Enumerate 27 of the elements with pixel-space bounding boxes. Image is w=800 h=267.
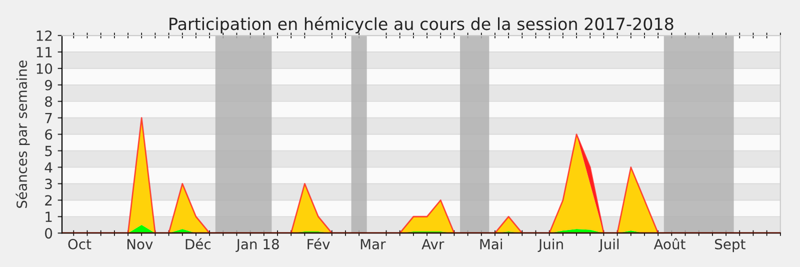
x-tick-label: Sept [715,238,746,252]
y-tick-label: 9 [45,80,52,90]
x-tick-label: Nov [127,239,153,250]
y-tick-label: 1 [46,212,52,222]
y-tick-label: 4 [44,162,52,173]
x-tick-label: Juil [598,238,619,252]
y-tick-label: 11 [36,47,52,58]
chart-title: Participation en hémicycle au cours de la session 2017-2018 [170,16,674,34]
y-tick-label: 7 [45,112,52,124]
x-tick-label: Juin [538,238,563,252]
x-tick-label: Mar [360,239,386,250]
y-tick-label: 10 [36,63,52,74]
y-tick-label: 8 [45,96,52,107]
y-tick-label: 2 [45,195,52,206]
x-tick-label: Avr [422,239,444,250]
y-tick-label: 0 [45,228,52,239]
y-tick-label: 5 [45,146,52,156]
y-tick-label: 12 [36,30,52,41]
y-axis-title: Séances par semaine [16,60,30,208]
x-tick-label: Mai [480,238,502,250]
x-tick-label: Oct [68,238,92,250]
x-tick-label: Déc [186,238,210,250]
y-tick-label: 3 [45,178,52,190]
x-tick-label: Jan 18 [236,238,279,252]
x-tick-label: Août [654,238,686,250]
y-tick-label: 6 [45,129,52,140]
x-tick-label: Fév [308,238,330,250]
